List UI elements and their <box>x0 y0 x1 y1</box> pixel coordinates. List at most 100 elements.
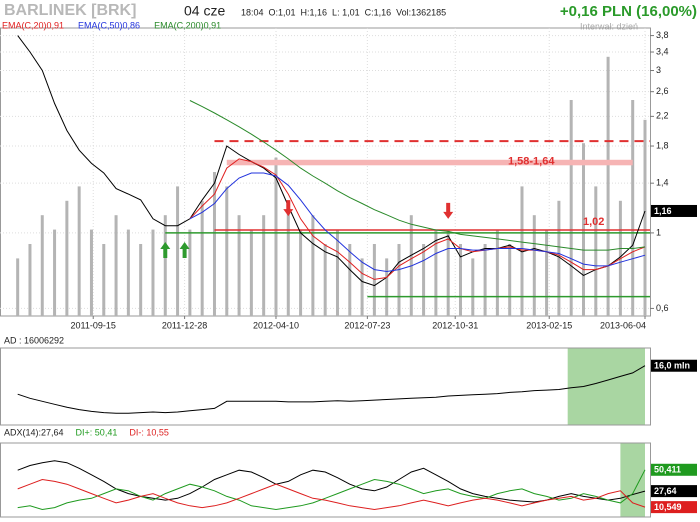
value-badge-label: 1,16 <box>654 206 672 216</box>
legend-entry: DI-: 10,55 <box>129 427 169 437</box>
volume-bar <box>483 244 487 316</box>
legend-entry: EMA(C,200)0,91 <box>154 20 221 30</box>
volume-bar <box>77 186 81 316</box>
volume-bar <box>114 215 118 316</box>
volume-bar <box>286 200 290 316</box>
volume-bar <box>520 186 524 316</box>
price-change: +0,16 PLN (16,00%) <box>560 3 697 20</box>
volume-bar <box>200 200 204 316</box>
y-tick-label: 2,6 <box>656 86 669 96</box>
volume-bar <box>348 244 352 316</box>
volume-bar <box>16 258 20 316</box>
ema-line <box>189 172 646 273</box>
x-tick-label: 2012-07-23 <box>344 320 390 330</box>
volume-bar <box>372 244 376 316</box>
y-tick-label: 1,4 <box>656 178 669 188</box>
volume-bar <box>458 244 462 316</box>
volume-bar <box>163 215 167 316</box>
volume-bar <box>126 229 130 316</box>
volume-bar <box>446 229 450 316</box>
adx-panel <box>0 442 651 518</box>
volume-bar <box>151 229 155 316</box>
volume-bar <box>532 215 536 316</box>
volume-bar <box>176 186 180 316</box>
x-tick-label: 2012-10-31 <box>432 320 478 330</box>
band-label: 1,58-1,64 <box>508 156 555 168</box>
volume-bar <box>237 215 241 316</box>
value-badge <box>651 204 697 217</box>
volume-bar <box>545 229 549 316</box>
legend-entry: ADX(14):27,64 <box>4 427 64 437</box>
volume-bar <box>631 100 635 316</box>
price-band <box>226 159 633 166</box>
volume-bar <box>139 244 143 316</box>
ema-line <box>189 100 646 251</box>
volume-bar <box>508 244 512 316</box>
volume-bar <box>422 244 426 316</box>
volume-bar <box>335 229 339 316</box>
panel-title: AD : 16006292 <box>4 335 64 345</box>
volume-bar <box>53 229 57 316</box>
price-line <box>17 35 646 287</box>
volume-bar <box>65 200 69 316</box>
volume-bar <box>569 100 573 316</box>
x-tick-label: 2013-06-04 <box>600 320 646 330</box>
y-tick-label: 3,8 <box>656 30 669 40</box>
volume-bar <box>89 229 93 316</box>
quote: 18:04 O:1,01 H:1,16 L: 1,01 C:1,16 Vol:1… <box>241 7 446 17</box>
volume-bar <box>606 56 610 317</box>
level-label: 1,02 <box>583 216 604 228</box>
y-tick-label: 3 <box>656 65 661 75</box>
volume-bar <box>495 229 499 316</box>
highlight <box>620 443 645 517</box>
signal-arrow <box>179 242 190 259</box>
date: 04 cze <box>184 3 225 19</box>
volume-bar <box>360 258 364 316</box>
value-badge-label: 16,0 mln <box>654 361 690 371</box>
value-badge-label: 27,64 <box>654 486 677 496</box>
volume-bar <box>102 244 106 316</box>
ad-panel <box>0 347 651 426</box>
volume-bar <box>212 172 216 316</box>
volume-bar <box>299 229 303 316</box>
legend-entry: DI+: 50,41 <box>76 427 118 437</box>
volume-bar <box>28 244 32 316</box>
x-tick-label: 2011-09-15 <box>71 320 116 330</box>
y-tick-label: 2,2 <box>656 111 669 121</box>
y-tick-label: 0,6 <box>656 303 669 313</box>
volume-bar <box>557 200 561 316</box>
signal-arrow <box>283 200 294 217</box>
volume-bar <box>188 229 192 316</box>
ema-line <box>189 158 646 280</box>
interval: Interwał: dzień <box>580 21 638 31</box>
adx-line <box>17 478 646 511</box>
legend-entry: EMA(C,20)0,91 <box>2 20 64 30</box>
ad-line <box>17 365 646 414</box>
x-tick-label: 2013-02-15 <box>526 320 572 330</box>
value-badge <box>651 359 697 372</box>
y-tick-label: 1,8 <box>656 140 669 150</box>
value-badge <box>651 485 697 498</box>
legend-entry: EMA(C,50)0,86 <box>78 20 140 30</box>
signal-arrow <box>160 242 171 259</box>
value-badge-label: 10,549 <box>654 502 682 512</box>
signal-arrow <box>443 202 454 219</box>
volume-bar <box>471 258 475 316</box>
volume-bar <box>40 215 44 316</box>
y-tick-label: 1 <box>656 227 661 237</box>
x-tick-label: 2012-04-10 <box>253 320 299 330</box>
ticker-title: BARLINEK [BRK] <box>4 2 136 19</box>
value-badge-label: 50,411 <box>654 465 681 475</box>
volume-bar <box>225 186 229 316</box>
value-badge <box>651 463 697 476</box>
volume-bar <box>274 157 278 316</box>
value-badge <box>651 501 697 514</box>
volume-bar <box>385 258 389 316</box>
volume-bar <box>434 229 438 316</box>
x-tick-label: 2011-12-28 <box>162 320 207 330</box>
volume-bar <box>323 244 327 316</box>
volume-bar <box>594 186 598 316</box>
y-tick-label: 3,4 <box>656 46 669 56</box>
volume-bar <box>397 244 401 316</box>
